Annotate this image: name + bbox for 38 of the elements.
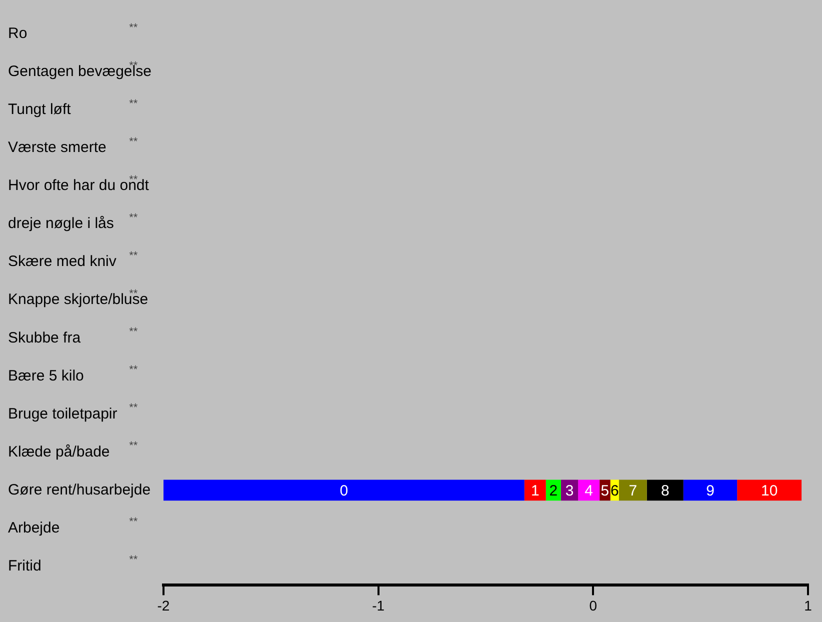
x-tick-label: 1 (804, 597, 812, 614)
y-tick-label: Gøre rent/husarbejde (8, 481, 151, 498)
series-label: 10 (760, 482, 778, 500)
text: ** (129, 250, 138, 262)
text: ** (129, 22, 138, 34)
series-label: 9 (706, 482, 714, 500)
series-label: 6 (610, 482, 619, 500)
text: ** (129, 136, 138, 148)
y-tick-label: Skubbe fra (8, 329, 82, 346)
series-label: 5 (600, 482, 610, 500)
text: ** (129, 402, 138, 414)
text: ** (129, 98, 138, 110)
y-tick-label: Ro (8, 25, 28, 42)
text: ** (129, 326, 138, 338)
text: ** (129, 364, 138, 376)
y-tick-label: Værste smerte (8, 139, 106, 156)
text: ** (129, 516, 138, 528)
y-tick-label: Tungt løft (8, 101, 72, 118)
y-tick-label: Fritid (8, 557, 42, 574)
text: ** (129, 212, 138, 224)
y-tick-label: Bære 5 kilo (8, 367, 84, 384)
y-tick-label: Bruge toiletpapir (8, 405, 118, 422)
x-tick-label: 0 (589, 597, 598, 614)
x-tick-label: -1 (372, 597, 385, 614)
text: ** (129, 554, 138, 566)
y-tick-label: Skære med kniv (8, 253, 117, 270)
series-label: 4 (584, 482, 594, 500)
x-tick-label: -2 (157, 597, 170, 614)
y-tick-label: Klæde på/bade (8, 443, 110, 460)
y-tick-label: Arbejde (8, 519, 60, 536)
series-label: 0 (340, 482, 348, 500)
series-label: 2 (549, 482, 558, 500)
series-label: 8 (660, 482, 670, 500)
series-label: 1 (530, 482, 540, 500)
series-label: 7 (628, 482, 638, 500)
y-tick-label: dreje nøgle i lås (8, 215, 114, 232)
series-label: 3 (565, 482, 574, 500)
text: ** (129, 440, 138, 452)
